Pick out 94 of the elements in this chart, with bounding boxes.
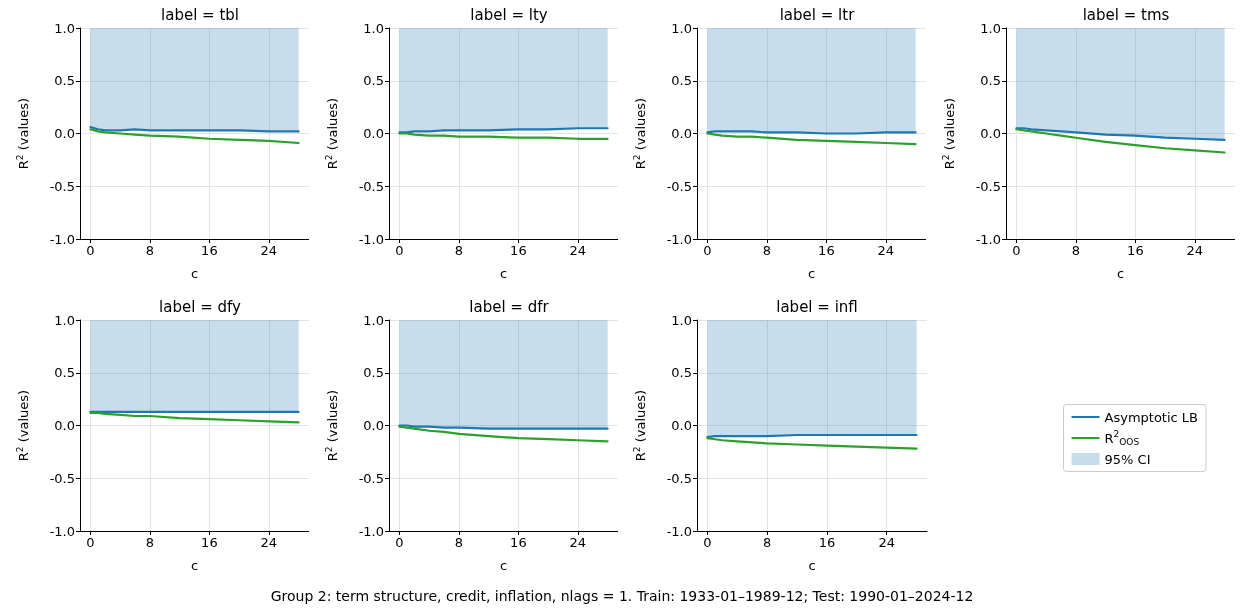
y-tick-label: -1.0 (666, 231, 692, 247)
x-tick-label: 8 (145, 243, 155, 258)
y-tick-label: -0.5 (358, 178, 384, 194)
x-tick-label: 0 (395, 535, 404, 550)
y-tick-label: -0.5 (358, 470, 384, 486)
y-tick-label: 0.5 (363, 73, 384, 89)
x-tick-label: 8 (762, 243, 772, 258)
x-tick-label: 24 (260, 535, 278, 550)
line-series (89, 411, 300, 424)
legend-label: Asymptotic LB (1104, 409, 1199, 425)
line-series (89, 128, 300, 145)
y-tick-label: 1.0 (363, 20, 384, 36)
x-tick-label: 8 (454, 243, 464, 258)
y-tick-label: -1.0 (666, 523, 692, 539)
chart-title: label = ltr (779, 5, 856, 24)
x-tick-label: 16 (201, 535, 218, 550)
y-tick-label: 0.5 (54, 73, 75, 89)
x-tick-label: 0 (86, 243, 95, 258)
y-tick-label: 1.0 (54, 312, 75, 328)
x-axis-title: c (808, 558, 816, 573)
y-tick-label: -1.0 (358, 523, 384, 539)
y-tick-label: 0.0 (671, 126, 692, 141)
y-tick-label: -0.5 (666, 178, 692, 194)
y-tick-label: 0.0 (363, 418, 384, 433)
x-tick-label: 0 (703, 535, 712, 550)
y-tick-label: 1.0 (671, 312, 692, 328)
x-tick-label: 24 (1186, 243, 1204, 258)
y-tick-label: -0.5 (49, 178, 75, 194)
y-tick-label: 0.0 (54, 126, 75, 141)
y-tick-label: 1.0 (54, 20, 75, 36)
x-tick-label: 0 (1012, 243, 1021, 258)
y-tick-label: 0.0 (54, 418, 75, 433)
y-axis-title: R2 (values) (323, 389, 340, 462)
y-tick-label: 0.5 (54, 365, 75, 381)
line-series (706, 437, 918, 450)
chart-title: label = lty (470, 5, 548, 24)
y-tick-label: -1.0 (358, 231, 384, 247)
chart-title: label = dfy (159, 297, 242, 316)
x-tick-label: 0 (703, 243, 712, 258)
y-tick-label: -1.0 (49, 523, 75, 539)
x-tick-label: 24 (877, 243, 895, 258)
y-tick-label: 1.0 (363, 312, 384, 328)
x-axis-title: c (1116, 266, 1125, 281)
y-tick-label: -0.5 (666, 470, 692, 486)
y-axis-title: R2 (values) (323, 97, 340, 170)
x-tick-label: 16 (818, 243, 835, 258)
x-tick-label: 24 (260, 243, 278, 258)
x-tick-label: 24 (569, 535, 587, 550)
y-tick-label: 1.0 (671, 20, 692, 36)
x-axis-title: c (190, 266, 199, 281)
line-series (1015, 128, 1226, 154)
chart-title: label = tms (1082, 5, 1170, 24)
x-tick-label: 16 (510, 243, 527, 258)
y-tick-label: 0.0 (363, 126, 384, 141)
line-series (706, 132, 917, 146)
x-tick-label: 8 (454, 535, 464, 550)
y-tick-label: 0.0 (980, 126, 1001, 141)
x-tick-label: 0 (86, 535, 95, 550)
y-axis-title: R2 (values) (940, 97, 957, 170)
x-tick-label: 8 (763, 535, 772, 550)
y-tick-label: 0.5 (363, 365, 384, 381)
y-tick-label: 0.5 (671, 365, 692, 381)
x-tick-label: 8 (1071, 243, 1081, 258)
text: Group 2: term structure, credit, inflation, nlags = 1. Train: 1933-01–1989-12; Test: 1990-01–2024-12 (269, 588, 975, 604)
line-series (398, 425, 609, 443)
x-axis-title: c (807, 266, 816, 281)
x-axis-title: c (499, 558, 508, 573)
y-tick-label: 0.5 (980, 73, 1001, 89)
chart-title: label = tbl (161, 5, 239, 24)
y-axis-title: R2 (values) (631, 97, 648, 170)
y-tick-label: 0.5 (671, 73, 692, 89)
x-tick-label: 16 (1127, 243, 1144, 258)
x-tick-label: 16 (510, 535, 527, 550)
x-tick-label: 24 (569, 243, 587, 258)
chart-title: label = infl (776, 297, 858, 316)
y-tick-label: -1.0 (975, 231, 1001, 247)
y-tick-label: 1.0 (980, 20, 1001, 36)
y-axis-title: R2 (values) (631, 389, 648, 462)
y-tick-label: 0.0 (671, 418, 692, 433)
x-tick-label: 8 (145, 535, 155, 550)
x-axis-title: c (499, 266, 508, 281)
y-tick-label: -0.5 (49, 470, 75, 486)
x-tick-label: 16 (818, 535, 836, 550)
y-tick-label: -0.5 (975, 178, 1001, 194)
chart-title: label = dfr (469, 297, 550, 316)
x-tick-label: 0 (395, 243, 404, 258)
y-axis-title: R2 (values) (14, 389, 31, 462)
line-series (1015, 127, 1226, 141)
y-axis-title: R2 (values) (14, 97, 31, 170)
y-tick-label: -1.0 (49, 231, 75, 247)
x-axis-title: c (190, 558, 199, 573)
x-tick-label: 16 (201, 243, 218, 258)
x-tick-label: 24 (878, 535, 895, 550)
text: 95% CI (1104, 451, 1151, 467)
